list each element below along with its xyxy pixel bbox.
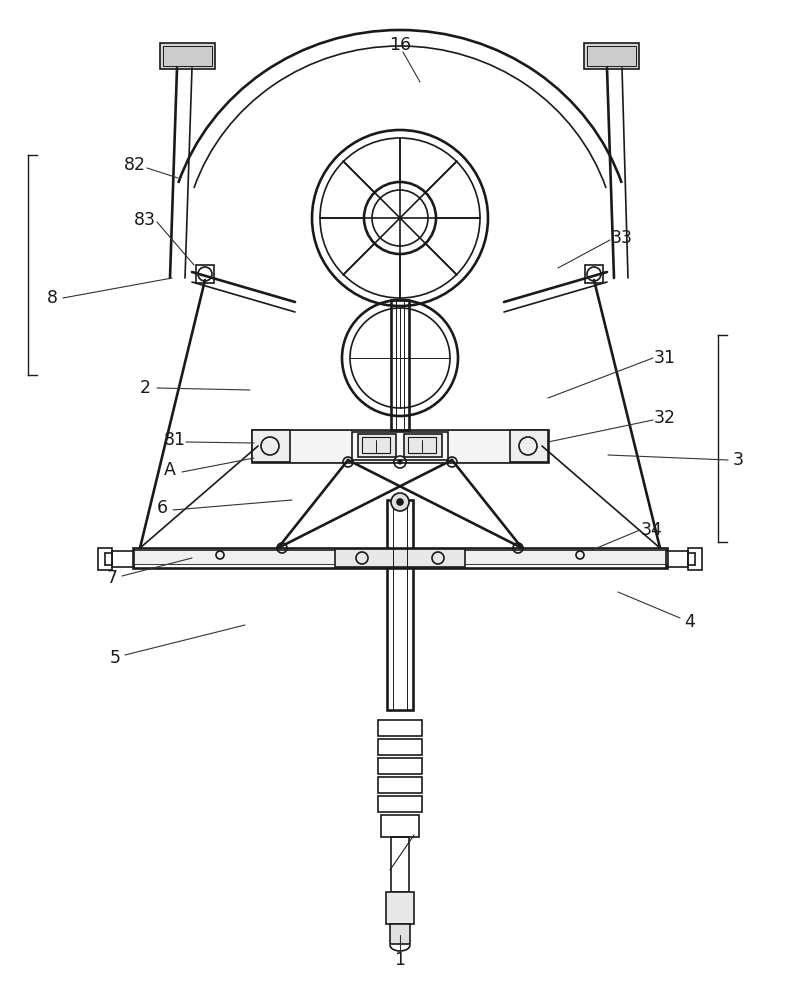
Bar xyxy=(378,796,422,812)
Text: 16: 16 xyxy=(389,36,411,54)
Text: 82: 82 xyxy=(124,156,146,174)
Bar xyxy=(163,46,212,66)
Text: 81: 81 xyxy=(164,431,186,449)
Text: 33: 33 xyxy=(611,229,633,247)
Bar xyxy=(666,551,688,567)
Circle shape xyxy=(398,460,402,464)
Bar xyxy=(378,777,422,793)
Text: 1: 1 xyxy=(395,951,406,969)
Bar xyxy=(391,300,409,430)
Bar xyxy=(160,43,215,69)
Text: 83: 83 xyxy=(134,211,156,229)
Bar xyxy=(378,758,422,774)
Bar xyxy=(510,430,548,462)
Text: 2: 2 xyxy=(140,379,150,397)
Bar xyxy=(381,815,419,837)
Text: 8: 8 xyxy=(46,289,58,307)
Bar xyxy=(252,430,548,462)
Bar xyxy=(390,924,410,944)
Bar xyxy=(387,500,413,710)
Bar xyxy=(196,265,214,283)
Bar xyxy=(584,43,639,69)
Bar xyxy=(133,548,667,568)
Bar xyxy=(352,432,448,460)
Bar xyxy=(335,549,465,567)
Bar xyxy=(98,548,112,570)
Text: 6: 6 xyxy=(157,499,168,517)
Bar xyxy=(404,434,442,457)
Bar xyxy=(391,837,409,892)
Bar xyxy=(585,265,603,283)
Bar xyxy=(408,437,436,453)
Text: A: A xyxy=(164,461,176,479)
Text: 7: 7 xyxy=(106,569,117,587)
Bar xyxy=(252,430,290,462)
Bar xyxy=(587,46,636,66)
Circle shape xyxy=(391,493,409,511)
Bar xyxy=(362,437,390,453)
Text: 3: 3 xyxy=(733,451,744,469)
Text: 34: 34 xyxy=(641,521,663,539)
Bar xyxy=(133,550,667,564)
Text: 31: 31 xyxy=(654,349,676,367)
Text: 32: 32 xyxy=(654,409,676,427)
Bar xyxy=(358,434,396,457)
Bar xyxy=(378,739,422,755)
Text: 5: 5 xyxy=(109,649,121,667)
Bar xyxy=(112,551,134,567)
Bar xyxy=(688,548,702,570)
Circle shape xyxy=(397,499,403,505)
Bar xyxy=(252,430,548,462)
Bar xyxy=(386,892,414,924)
Text: 4: 4 xyxy=(685,613,695,631)
Bar xyxy=(378,720,422,736)
